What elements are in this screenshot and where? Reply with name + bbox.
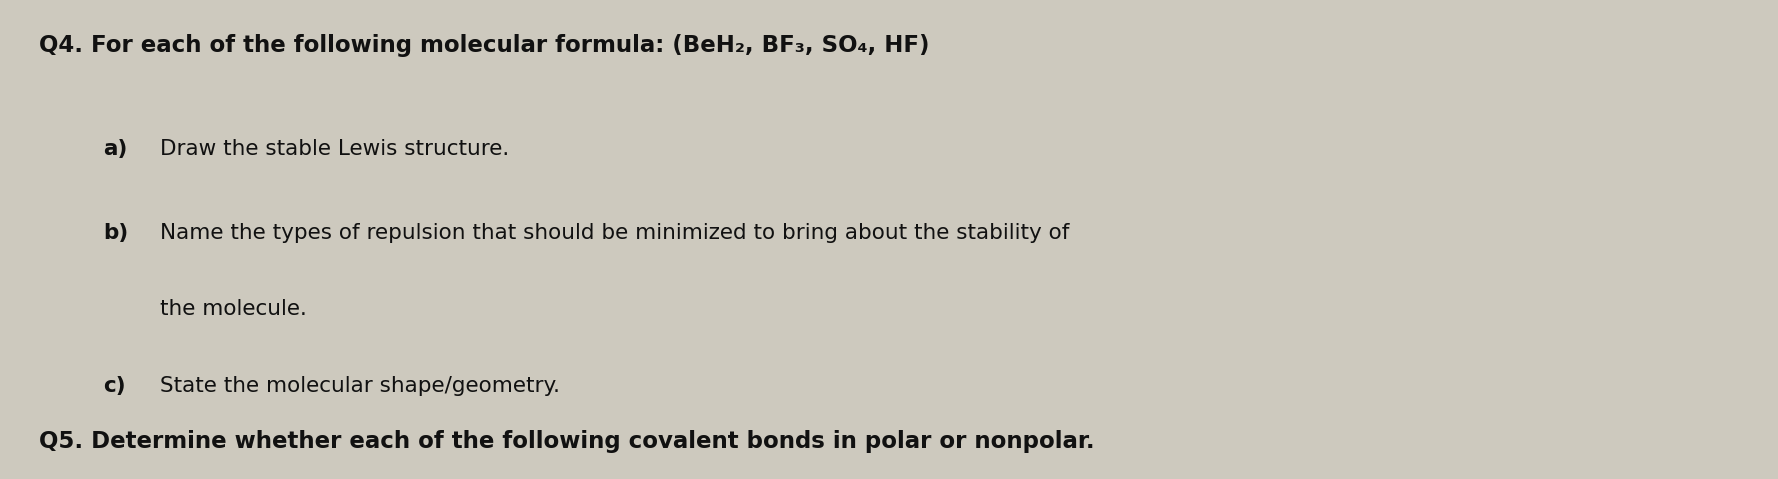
Text: State the molecular shape/geometry.: State the molecular shape/geometry. — [160, 376, 560, 396]
Text: Q4. For each of the following molecular formula: (BeH₂, BF₃, SO₄, HF): Q4. For each of the following molecular … — [39, 34, 930, 57]
Text: a): a) — [103, 139, 128, 159]
Text: Q5. Determine whether each of the following covalent bonds in polar or nonpolar.: Q5. Determine whether each of the follow… — [39, 430, 1095, 453]
Text: the molecule.: the molecule. — [160, 299, 308, 319]
Text: b): b) — [103, 223, 128, 243]
Text: c): c) — [103, 376, 126, 396]
Text: Name the types of repulsion that should be minimized to bring about the stabilit: Name the types of repulsion that should … — [160, 223, 1069, 243]
Text: Draw the stable Lewis structure.: Draw the stable Lewis structure. — [160, 139, 509, 159]
